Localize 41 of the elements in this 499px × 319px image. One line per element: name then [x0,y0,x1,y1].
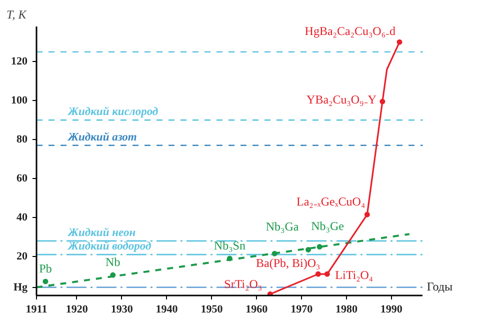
point [315,271,321,277]
annotation: Nb₃Ga [266,220,300,234]
ref-line-label: Жидкий неон [66,226,136,239]
y-tick-label: 80 [16,134,28,146]
point [316,244,322,250]
x-tick-label: 1920 [66,304,88,316]
point [324,271,330,277]
point [267,291,273,296]
y-tick-label: 120 [11,56,28,68]
annotation: YBa₂Cu₃O₉₋Y [306,92,377,107]
annotation: La₂₋ₓGeₓCuO₄ [296,194,366,209]
x-tick-label: 1930 [110,304,134,316]
x-tick-label: 1990 [380,304,403,316]
x-tick-label: 1980 [335,304,358,316]
y-tick-label: 20 [16,250,28,263]
point [380,98,386,104]
x-tick-label: 1940 [156,304,178,316]
ref-line-label: Жидкий кислород [66,106,158,118]
annotation: Ba(Pb, Bi)O₃ [256,256,320,270]
y-tick-label: 100 [11,94,28,107]
annotation: HgBa₂Ca₂Cu₃O₆₋d [304,24,396,38]
x-axis-title: Годы [426,280,453,294]
x-tick-label: 1970 [290,304,314,316]
point [42,278,48,284]
annotation: Nb₃Ge [311,218,344,233]
point [364,212,370,218]
ref-line-label: Жидкий водород [66,240,152,253]
x-tick-label: 1950 [200,304,224,316]
x-tick-label: 1960 [246,304,268,316]
x-tick-label: 1911 [26,304,48,316]
point [396,39,402,45]
y-tick-label: Hg [13,281,28,294]
y-tick-label: 40 [16,212,28,224]
point [306,246,312,252]
y-tick-label: 60 [16,172,28,185]
annotation: Nb [106,255,120,270]
ref-line-label: Жидкий азот [66,131,137,144]
annotation: Nb₃Sn [214,238,246,252]
annotation: Pb [39,261,52,276]
annotation: LiTi₂O₄ [335,268,374,282]
y-axis-title: T, К [6,8,28,22]
